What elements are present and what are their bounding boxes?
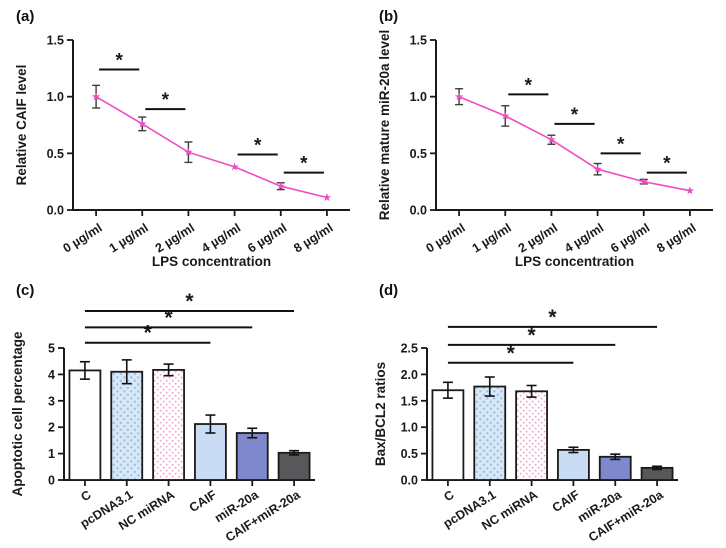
svg-text:1.0: 1.0 xyxy=(47,90,64,104)
svg-text:1 µg/ml: 1 µg/ml xyxy=(470,221,514,256)
panel-a: (a) 0.0 0.5 1.0 1.5 Relative CAIF level 0 µg/… xyxy=(0,0,363,274)
svg-text:2.0: 2.0 xyxy=(401,368,418,382)
svg-text:1.0: 1.0 xyxy=(401,421,418,435)
svg-text:CAIF+miR-20a: CAIF+miR-20a xyxy=(586,487,666,545)
svg-text:4 µg/ml: 4 µg/ml xyxy=(199,221,243,256)
svg-text:Bax/BCL2 ratios: Bax/BCL2 ratios xyxy=(373,362,388,466)
svg-text:1: 1 xyxy=(48,447,55,461)
svg-text:*: * xyxy=(164,306,173,329)
svg-text:0.0: 0.0 xyxy=(47,204,64,218)
svg-text:2 µg/ml: 2 µg/ml xyxy=(516,221,560,256)
svg-text:0.5: 0.5 xyxy=(47,147,64,161)
svg-text:8 µg/ml: 8 µg/ml xyxy=(291,221,335,256)
svg-text:6 µg/ml: 6 µg/ml xyxy=(608,221,652,256)
svg-text:1 µg/ml: 1 µg/ml xyxy=(107,221,151,256)
svg-text:*: * xyxy=(115,50,123,71)
svg-text:1.5: 1.5 xyxy=(401,394,418,408)
svg-text:Apoptotic cell percentage: Apoptotic cell percentage xyxy=(10,331,25,497)
svg-text:4 µg/ml: 4 µg/ml xyxy=(562,221,606,256)
svg-text:CAIF+miR-20a: CAIF+miR-20a xyxy=(223,487,303,545)
svg-text:*: * xyxy=(162,90,170,111)
svg-text:*: * xyxy=(185,290,194,313)
svg-text:LPS concentration: LPS concentration xyxy=(515,254,634,269)
svg-text:*: * xyxy=(527,324,536,347)
svg-text:0.0: 0.0 xyxy=(401,474,418,488)
panel-label-d: (d) xyxy=(379,282,399,299)
svg-text:Relative CAIF level: Relative CAIF level xyxy=(14,65,29,186)
panel-b: (b) 0.0 0.5 1.0 1.5 Relative mature miR-20a … xyxy=(363,0,726,274)
svg-text:*: * xyxy=(548,306,557,329)
panel-label-c: (c) xyxy=(16,282,35,299)
svg-text:0.5: 0.5 xyxy=(410,147,427,161)
svg-text:LPS concentration: LPS concentration xyxy=(152,254,271,269)
svg-text:6 µg/ml: 6 µg/ml xyxy=(245,221,289,256)
svg-text:*: * xyxy=(525,75,533,96)
line-chart-relative-mir20a-level: 0.0 0.5 1.0 1.5 Relative mature miR-20a leve… xyxy=(377,30,713,269)
svg-text:4: 4 xyxy=(48,368,55,382)
svg-text:C: C xyxy=(78,488,93,505)
svg-text:2: 2 xyxy=(48,421,55,435)
svg-text:*: * xyxy=(663,154,671,175)
svg-text:0.0: 0.0 xyxy=(410,204,427,218)
svg-text:2.5: 2.5 xyxy=(401,342,418,356)
panel-label-a: (a) xyxy=(16,8,35,25)
svg-text:*: * xyxy=(254,135,262,156)
svg-text:*: * xyxy=(507,342,516,365)
svg-text:0 µg/ml: 0 µg/ml xyxy=(424,221,468,256)
svg-text:0.5: 0.5 xyxy=(401,447,418,461)
svg-text:Relative mature miR-20a level: Relative mature miR-20a level xyxy=(377,30,392,221)
svg-text:1.0: 1.0 xyxy=(410,90,427,104)
svg-text:C: C xyxy=(441,488,456,505)
svg-text:*: * xyxy=(617,134,625,155)
svg-text:1.5: 1.5 xyxy=(410,34,427,48)
svg-text:*: * xyxy=(300,154,308,175)
svg-text:0: 0 xyxy=(48,474,55,488)
svg-text:0 µg/ml: 0 µg/ml xyxy=(61,221,105,256)
panel-label-b: (b) xyxy=(379,8,399,25)
svg-text:*: * xyxy=(571,105,579,126)
svg-text:1.5: 1.5 xyxy=(47,34,64,48)
svg-text:3: 3 xyxy=(48,394,55,408)
line-chart-relative-caif-level: 0.0 0.5 1.0 1.5 Relative CAIF level 0 µg/ml 1 … xyxy=(14,34,350,269)
svg-text:2 µg/ml: 2 µg/ml xyxy=(153,221,197,256)
svg-text:8 µg/ml: 8 µg/ml xyxy=(654,221,698,256)
svg-text:*: * xyxy=(144,322,153,345)
svg-text:5: 5 xyxy=(48,342,55,356)
